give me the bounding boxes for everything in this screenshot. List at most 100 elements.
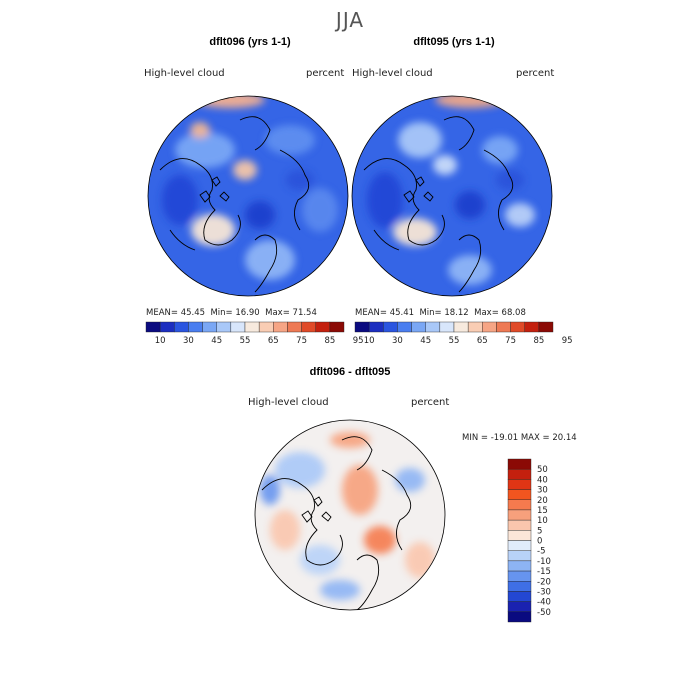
colorbar-panel2: 10 30 45 55 65 75 85 95	[354, 321, 573, 346]
panel2-max-label: Max=	[474, 308, 499, 318]
cbar3-tick-label: 50	[537, 465, 548, 475]
panel2-mean-label: MEAN=	[355, 308, 387, 318]
globe1-outline	[147, 95, 349, 297]
diff-stats: MIN = -19.01 MAX = 20.14	[462, 433, 577, 443]
diff-units-label: percent	[411, 397, 450, 408]
cbar2-tick-label: 10	[364, 336, 375, 346]
cbar1-swatch	[174, 321, 189, 333]
cbar2-swatch	[467, 321, 483, 333]
cbar3-tick-label: 0	[537, 537, 542, 547]
panel2-stats: MEAN= 45.41 Min= 18.12 Max= 68.08	[355, 308, 526, 318]
cbar3-swatch	[507, 499, 532, 511]
panel2-max-value: 68.08	[501, 308, 526, 318]
season-title: JJA	[335, 8, 365, 32]
cbar2-swatch	[496, 321, 511, 333]
diff-title: dflt096 - dflt095	[309, 366, 391, 378]
panel2-min-value: 18.12	[444, 308, 469, 318]
panel2-units-label: percent	[516, 68, 555, 79]
cbar3-tick-label: -30	[537, 587, 551, 597]
cbar2-swatch	[510, 321, 525, 333]
panel1-units-label: percent	[306, 68, 345, 79]
cbar1-swatch	[216, 321, 232, 333]
panel1-max-label: Max=	[265, 308, 290, 318]
cbar1-swatch	[329, 321, 345, 333]
globe2-coastlines	[363, 116, 514, 293]
cbar3-swatch	[507, 550, 532, 562]
cbar1-tick-label: 65	[268, 336, 279, 346]
panel1-min-label: Min=	[210, 308, 233, 318]
cbar1-tick-label: 85	[324, 336, 335, 346]
globe-map-dflt095	[352, 96, 552, 296]
cbar3-tick-label: -5	[537, 547, 545, 557]
cbar1-tick-label: 55	[240, 336, 251, 346]
cbar2-swatch	[425, 321, 441, 333]
cbar3-swatch	[507, 479, 532, 490]
cbar3-swatch	[507, 591, 532, 602]
cbar3-swatch	[507, 570, 532, 582]
cbar3-tick-label: -40	[537, 598, 551, 608]
cbar3-tick-label: -50	[537, 608, 551, 618]
globe3-outline	[254, 419, 446, 611]
cbar2-tick-label: 45	[420, 336, 431, 346]
cbar3-swatch	[507, 581, 532, 592]
panel2-title: dflt095 (yrs 1-1)	[413, 36, 495, 48]
cbar3-tick-label: 5	[537, 526, 542, 536]
globe3-coastlines	[261, 436, 412, 610]
cbar3-tick-label: 20	[537, 496, 548, 506]
cbar2-swatch	[453, 321, 469, 333]
panel1-max-value: 71.54	[292, 308, 317, 318]
cbar1-swatch	[202, 321, 217, 333]
cbar3-swatch	[507, 519, 532, 531]
cbar3-swatch	[507, 489, 532, 500]
cbar3-tick-label: 15	[537, 506, 548, 516]
cbar2-tick-label: 55	[449, 336, 460, 346]
cbar3-swatch	[507, 468, 532, 480]
globe-map-dflt096	[148, 96, 348, 296]
cbar1-tick-label: 30	[183, 336, 194, 346]
cbar3-swatch	[507, 611, 532, 623]
cbar3-tick-label: -10	[537, 557, 551, 567]
cbar2-swatch	[524, 321, 540, 333]
cbar2-swatch	[482, 321, 497, 333]
cbar2-tick-label: 85	[533, 336, 544, 346]
panel2-min-label: Min=	[419, 308, 442, 318]
cbar3-tick-label: 10	[537, 516, 548, 526]
cbar2-swatch	[354, 321, 370, 333]
cbar1-swatch	[258, 321, 274, 333]
cbar2-tick-label: 75	[505, 336, 516, 346]
cbar2-swatch	[538, 321, 554, 333]
diff-min-value: -19.01	[490, 433, 519, 443]
panel1-min-value: 16.90	[235, 308, 260, 318]
cbar1-swatch	[244, 321, 260, 333]
cbar1-swatch	[287, 321, 302, 333]
cbar3-tick-label: -20	[537, 577, 551, 587]
cbar1-swatch	[315, 321, 331, 333]
cbar3-swatch	[507, 458, 532, 470]
cbar1-tick-label: 75	[296, 336, 307, 346]
cbar1-tick-label: 10	[155, 336, 166, 346]
cbar1-swatch	[159, 321, 175, 333]
cbar3-swatch	[507, 509, 532, 521]
colorbar-panel1: 10 30 45 55 65 75 85 95	[145, 321, 364, 346]
cbar2-tick-label: 65	[477, 336, 488, 346]
cbar3-swatch	[507, 601, 532, 613]
cbar3-swatch	[507, 530, 532, 541]
cbar2-tick-label: 95	[562, 336, 573, 346]
cbar2-swatch	[397, 321, 412, 333]
cbar2-swatch	[411, 321, 426, 333]
panel1-mean-label: MEAN=	[146, 308, 178, 318]
diff-max-value: 20.14	[552, 433, 577, 443]
cbar1-swatch	[301, 321, 316, 333]
panel1-variable-label: High-level cloud	[144, 68, 225, 79]
panel1-mean-value: 45.45	[180, 308, 206, 318]
cbar2-tick-label: 30	[392, 336, 403, 346]
cbar3-swatch	[507, 560, 532, 572]
cbar3-tick-label: 30	[537, 486, 548, 496]
panel1-stats: MEAN= 45.45 Min= 16.90 Max= 71.54	[146, 308, 317, 318]
cbar3-swatch	[507, 540, 532, 551]
panel2-mean-value: 45.41	[389, 308, 415, 318]
diff-max-label: MAX =	[520, 433, 550, 443]
globe-map-difference	[255, 420, 445, 610]
panel2-variable-label: High-level cloud	[352, 68, 433, 79]
